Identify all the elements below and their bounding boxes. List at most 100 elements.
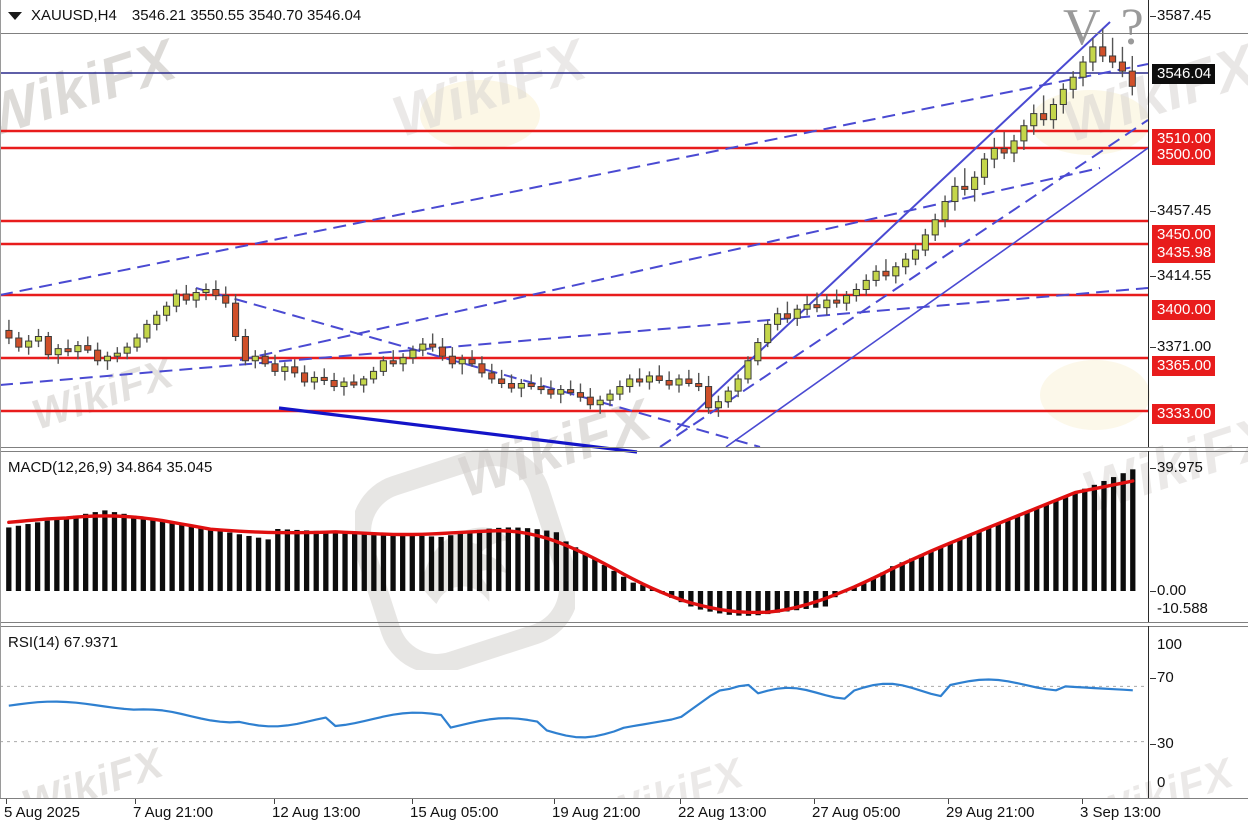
price-level-tag[interactable]: 3510.00: [1152, 129, 1216, 149]
macd-histogram-bar: [1110, 477, 1117, 591]
macd-histogram-bar: [409, 535, 415, 591]
price-level-tag[interactable]: 3333.00: [1152, 404, 1216, 424]
macd-histogram-bar: [630, 582, 636, 591]
watermark-wikifx: WikiFX: [26, 348, 180, 439]
macd-histogram-bar: [803, 591, 809, 609]
time-axis-tick: [814, 799, 815, 804]
time-axis-label: 27 Aug 05:00: [812, 804, 901, 821]
price-level-tag[interactable]: 3365.00: [1152, 356, 1216, 376]
candlestick: [399, 353, 407, 372]
candlestick: [862, 274, 870, 296]
macd-histogram-bar: [572, 547, 579, 591]
macd-histogram-bar: [851, 587, 857, 591]
time-axis-tick: [1082, 799, 1083, 804]
time-axis: 5 Aug 2025 7 Aug 21:00 12 Aug 13:00 15 Aug …: [0, 799, 1248, 832]
macd-histogram-bar: [938, 546, 944, 591]
candlestick: [103, 351, 112, 370]
macd-histogram-bar: [765, 591, 771, 615]
time-axis-label: 22 Aug 13:00: [678, 804, 767, 821]
triangle-down-icon[interactable]: [8, 11, 22, 20]
watermark-blob: [1040, 360, 1150, 430]
candlestick: [872, 265, 880, 287]
candlestick: [527, 374, 535, 390]
price-axis-tick-label: 3457.45: [1149, 202, 1212, 219]
macd-indicator-label[interactable]: MACD(12,26,9) 34.864 35.045: [8, 459, 213, 476]
macd-histogram-bar: [957, 539, 963, 591]
macd-histogram-bar: [1101, 480, 1107, 591]
candlestick: [133, 333, 141, 352]
macd-histogram-bar: [380, 534, 387, 591]
macd-histogram-bar: [294, 529, 300, 591]
candlestick: [153, 310, 161, 331]
rsi-indicator-label[interactable]: RSI(14) 67.9371: [8, 634, 119, 651]
macd-histogram-bar: [1120, 473, 1126, 591]
watermark-blob: [1030, 90, 1150, 155]
candlestick: [931, 213, 939, 241]
macd-histogram-bar: [553, 532, 560, 591]
macd-histogram-bar: [486, 528, 492, 591]
macd-histogram-bar: [1062, 496, 1069, 591]
macd-histogram-bar: [284, 529, 291, 591]
candlestick: [330, 372, 338, 392]
candlestick: [744, 356, 752, 384]
candlestick: [596, 395, 604, 414]
macd-histogram-bar: [159, 520, 166, 591]
time-axis-tick: [948, 799, 949, 804]
macd-histogram-bar: [505, 527, 511, 591]
candlestick: [64, 339, 72, 357]
candlestick: [192, 287, 200, 308]
macd-histogram-bar: [822, 591, 829, 607]
price-level-tag[interactable]: 3450.00: [1152, 225, 1216, 245]
candlestick-series: [5, 28, 1136, 417]
candlestick: [951, 177, 959, 211]
candlestick: [911, 244, 920, 266]
macd-histogram-bar: [25, 524, 31, 591]
macd-histogram-bar: [63, 517, 70, 591]
candlestick: [74, 341, 82, 360]
rsi-axis-tick-label: 70: [1150, 669, 1174, 686]
candlestick: [586, 388, 594, 410]
symbol-header[interactable]: XAUUSD,H4 3546.21 3550.55 3540.70 3546.0…: [8, 7, 361, 24]
candlestick: [507, 374, 516, 393]
candlestick: [606, 389, 614, 407]
candlestick: [143, 319, 151, 343]
price-level-tag[interactable]: 3435.98: [1152, 243, 1216, 263]
candlestick: [892, 262, 900, 284]
macd-histogram-bar: [371, 533, 377, 591]
macd-histogram-bar: [889, 566, 896, 591]
macd-histogram-bar: [496, 527, 502, 591]
rsi-pane-bottom-border: [0, 798, 1248, 799]
support-resistance-lines: [0, 129, 1148, 413]
macd-histogram-bar: [236, 534, 243, 591]
macd-pane-bottom-border: [0, 622, 1248, 623]
candlestick: [15, 331, 23, 352]
candlestick: [498, 369, 506, 389]
rsi-axis-line: [1148, 626, 1149, 798]
candlestick: [852, 283, 860, 302]
macd-histogram-bar: [601, 564, 608, 591]
macd-histogram-bar: [832, 591, 838, 598]
candlestick: [360, 375, 368, 393]
candlestick: [754, 338, 762, 366]
macd-histogram-bar: [688, 591, 694, 607]
macd-histogram-bar: [188, 525, 194, 591]
price-level-tag[interactable]: 3500.00: [1152, 145, 1216, 165]
macd-histogram-bar: [476, 529, 483, 591]
candlestick: [517, 378, 525, 398]
price-level-tag[interactable]: 3400.00: [1152, 300, 1216, 320]
macd-signal-line: [7, 479, 1135, 615]
macd-histogram-bar: [736, 591, 742, 616]
candlestick: [685, 369, 693, 387]
macd-histogram-bar: [6, 527, 12, 591]
candlestick: [34, 328, 43, 348]
current-price-tag[interactable]: 3546.04: [1152, 64, 1216, 84]
trendline-rising-solid: [675, 21, 1111, 431]
candlestick: [961, 168, 969, 196]
candlestick: [833, 289, 841, 308]
macd-histogram-bar: [544, 530, 550, 591]
macd-histogram-bar: [265, 539, 271, 591]
macd-histogram-bar: [669, 591, 675, 598]
candlestick: [813, 292, 821, 313]
time-axis-tick: [554, 799, 555, 804]
